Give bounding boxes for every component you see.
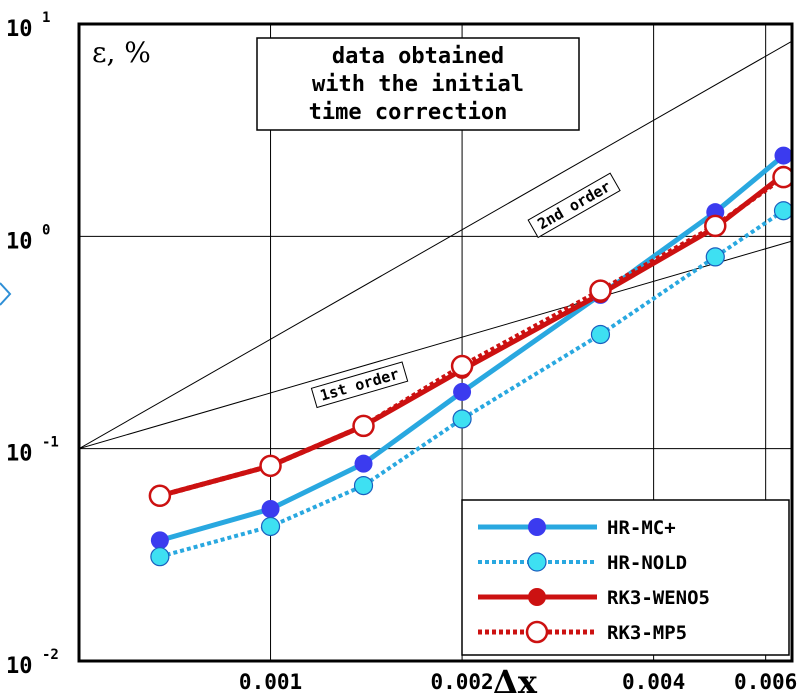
series-line (159, 172, 786, 499)
legend-item: RK3-WENO5 (478, 587, 710, 609)
y-tick-label: 10 -2 (6, 647, 59, 679)
x-tick-label: 0.006 (734, 670, 797, 694)
data-point (453, 382, 472, 401)
legend-item: HR-MC+ (478, 517, 676, 539)
data-point (773, 201, 792, 221)
x-axis-label: Δx (493, 663, 538, 696)
reference-line (79, 240, 792, 450)
data-point (150, 547, 170, 567)
data-point (450, 354, 474, 378)
data-point (452, 409, 472, 429)
data-point (352, 414, 375, 438)
data-point (590, 324, 611, 345)
y-tick-exponent: 1 (42, 10, 50, 26)
data-point (353, 475, 374, 496)
y-tick-labels: 10 -2 10 -1 10 0 10 1 (6, 10, 59, 679)
data-point (774, 146, 792, 165)
series-line (159, 153, 786, 543)
x-tick-label: 0.001 (239, 670, 302, 694)
data-point (148, 484, 172, 508)
y-tick-base: 10 (6, 17, 33, 42)
data-point (589, 279, 612, 302)
reference-line-label: 2nd order (527, 172, 621, 239)
y-axis-label: ε, % (92, 36, 151, 69)
legend-swatch-marker (525, 620, 549, 644)
data-point (259, 454, 282, 478)
legend-label: HR-NOLD (607, 552, 687, 574)
data-point (150, 531, 169, 550)
x-tick-label: 0.004 (622, 670, 685, 694)
legend-item: HR-NOLD (478, 552, 687, 574)
annotation-line-1: data obtained (332, 44, 504, 69)
series-layer (148, 146, 792, 567)
reference-line-label: 1st order (310, 361, 409, 409)
data-point (772, 165, 792, 189)
data-point (705, 247, 725, 267)
y-tick-label: 10 1 (6, 10, 50, 42)
y-tick-exponent: -1 (42, 435, 59, 451)
x-tick-labels: 0.001 0.002 0.004 0.006 (239, 670, 797, 694)
reference-label-box (527, 172, 621, 239)
data-point (704, 214, 727, 238)
legend-label: RK3-MP5 (607, 622, 687, 644)
data-point (260, 516, 281, 537)
legend: HR-MC+ HR-NOLD RK3-WENO5 RK3-MP5 (461, 499, 790, 656)
legend-swatch-marker (527, 552, 547, 572)
annotation-box: data obtained with the initial time corr… (256, 37, 580, 131)
x-tick-label: 0.002 (430, 670, 493, 694)
chevron-right-icon (0, 282, 12, 306)
legend-label: RK3-WENO5 (607, 587, 710, 609)
y-tick-exponent: -2 (42, 647, 59, 663)
legend-label: HR-MC+ (607, 517, 676, 539)
legend-item: RK3-MP5 (478, 620, 687, 644)
reference-label-text: 1st order (318, 365, 401, 405)
annotation-line-2: with the initial (312, 72, 524, 97)
series-line (159, 175, 785, 499)
y-tick-base: 10 (6, 654, 33, 679)
reference-lines (79, 40, 792, 450)
data-point (354, 454, 373, 473)
reference-line (79, 40, 792, 450)
legend-swatch-marker (528, 588, 546, 606)
y-tick-label: 10 -1 (6, 435, 59, 467)
y-tick-label: 10 0 (6, 222, 50, 254)
reference-label-text: 2nd order (534, 177, 614, 233)
annotation-line-3: time correction (309, 100, 508, 125)
data-point (261, 499, 280, 518)
y-tick-exponent: 0 (42, 222, 50, 238)
plot-frame (77, 22, 794, 663)
y-tick-base: 10 (6, 229, 33, 254)
y-tick-base: 10 (6, 442, 33, 467)
reference-label-box (310, 361, 409, 409)
legend-swatch-marker (528, 518, 546, 536)
